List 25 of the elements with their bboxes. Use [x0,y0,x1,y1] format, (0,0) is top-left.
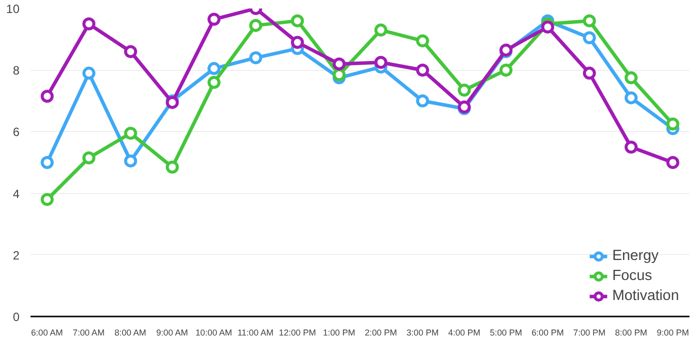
y-tick-label: 10 [6,2,20,16]
y-tick-label: 8 [12,64,20,78]
x-tick-label: 5:00 PM [490,328,522,338]
x-tick-label: 6:00 AM [31,328,63,338]
legend-label: Energy [612,248,659,264]
y-tick-label: 6 [12,125,20,140]
x-tick-label: 8:00 AM [114,328,146,338]
x-tick-label: 11:00 AM [238,328,274,338]
x-tick-label: 3:00 PM [406,328,439,338]
x-tick-label: 6:00 PM [532,328,564,338]
x-tick-label: 12:00 PM [278,328,316,338]
y-tick-label: 0 [12,310,20,324]
x-tick-label: 4:00 PM [448,328,480,338]
y-tick-label: 2 [12,248,20,262]
x-tick-label: 1:00 PM [323,328,356,338]
x-tick-label: 8:00 PM [614,328,648,338]
x-tick-label: 2:00 PM [364,328,397,338]
x-tick-label: 9:00 AM [156,328,188,338]
x-tick-label: 7:00 PM [573,328,606,338]
legend-label: Motivation [612,288,679,304]
x-tick-label: 10:00 AM [195,328,232,338]
x-tick-label: 7:00 AM [72,328,105,338]
y-tick-label: 4 [12,186,20,201]
legend-label: Focus [612,268,652,284]
x-tick-label: 9:00 PM [656,328,689,338]
